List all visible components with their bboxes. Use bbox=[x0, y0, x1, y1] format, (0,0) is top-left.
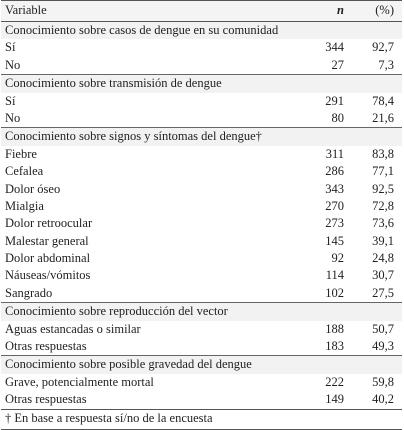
row-label: Dolor abdominal bbox=[5, 251, 91, 266]
row-label: Grave, potencialmente mortal bbox=[5, 374, 154, 389]
row-count: 311 bbox=[325, 146, 344, 161]
row-label: Sangrado bbox=[5, 285, 53, 300]
section-title-text: Conocimiento sobre signos y síntomas del… bbox=[5, 129, 262, 144]
section-title-text: Conocimiento sobre transmisión de dengue bbox=[5, 76, 222, 91]
row-percent: 92,7 bbox=[372, 40, 394, 55]
row-label: Otras respuestas bbox=[5, 339, 87, 354]
row-label: Fiebre bbox=[5, 146, 37, 161]
table-header: Variable n (%) bbox=[1, 0, 402, 22]
row-count: 27 bbox=[331, 57, 345, 72]
row-percent: 24,8 bbox=[372, 251, 394, 266]
table-row: Cefalea 286 77,1 bbox=[1, 163, 402, 180]
row-percent: 92,5 bbox=[372, 181, 394, 196]
row-label: Cefalea bbox=[5, 164, 44, 179]
table-footnote: † En base a respuesta sí/no de la encues… bbox=[1, 408, 402, 430]
row-count: 344 bbox=[325, 40, 344, 55]
header-pct: (%) bbox=[375, 3, 394, 18]
table-row: Fiebre 311 83,8 bbox=[1, 146, 402, 163]
row-count: 291 bbox=[325, 93, 344, 108]
section-title-text: Conocimiento sobre posible gravedad del … bbox=[5, 357, 252, 372]
row-label: Dolor retroocular bbox=[5, 216, 93, 231]
row-percent: 77,1 bbox=[372, 164, 394, 179]
row-count: 80 bbox=[331, 110, 345, 125]
row-percent: 73,6 bbox=[372, 216, 394, 231]
row-count: 222 bbox=[325, 374, 344, 389]
table-row: Aguas estancadas o similar 188 50,7 bbox=[1, 321, 402, 338]
row-percent: 78,4 bbox=[372, 93, 394, 108]
row-count: 188 bbox=[325, 321, 344, 336]
row-label: No bbox=[5, 57, 21, 72]
row-count: 102 bbox=[325, 285, 344, 300]
table-row: Otras respuestas 183 49,3 bbox=[1, 338, 402, 355]
table-row: No 27 7,3 bbox=[1, 57, 402, 74]
row-count: 145 bbox=[325, 233, 344, 248]
row-percent: 27,5 bbox=[372, 285, 394, 300]
row-label: Otras respuestas bbox=[5, 392, 87, 407]
row-label: Mialgia bbox=[5, 198, 44, 213]
table-body: Conocimiento sobre casos de dengue en su… bbox=[1, 22, 402, 409]
row-count: 343 bbox=[325, 181, 344, 196]
row-count: 149 bbox=[325, 392, 344, 407]
row-percent: 83,8 bbox=[372, 146, 394, 161]
section-title: Conocimiento sobre transmisión de dengue bbox=[1, 74, 402, 93]
row-label: Dolor óseo bbox=[5, 181, 61, 196]
row-percent: 49,3 bbox=[372, 339, 394, 354]
table-row: Sangrado 102 27,5 bbox=[1, 285, 402, 302]
row-percent: 59,8 bbox=[372, 374, 394, 389]
table-row: Sí 344 92,7 bbox=[1, 39, 402, 56]
row-percent: 40,2 bbox=[372, 392, 394, 407]
row-label: No bbox=[5, 110, 21, 125]
row-count: 270 bbox=[325, 198, 344, 213]
row-label: Náuseas/vómitos bbox=[5, 268, 91, 283]
section-title: Conocimiento sobre reproducción del vect… bbox=[1, 302, 402, 321]
table-row: Grave, potencialmente mortal 222 59,8 bbox=[1, 374, 402, 391]
row-percent: 21,6 bbox=[372, 110, 394, 125]
row-count: 273 bbox=[325, 216, 344, 231]
row-label: Aguas estancadas o similar bbox=[5, 321, 141, 336]
section-title-text: Conocimiento sobre casos de dengue en su… bbox=[5, 23, 279, 37]
header-n: n bbox=[337, 3, 344, 18]
row-count: 114 bbox=[325, 268, 344, 283]
row-count: 92 bbox=[331, 251, 345, 266]
table-row: Sí 291 78,4 bbox=[1, 93, 402, 110]
table-row: Dolor abdominal 92 24,8 bbox=[1, 250, 402, 267]
row-count: 183 bbox=[325, 339, 344, 354]
table-row: Dolor retroocular 273 73,6 bbox=[1, 215, 402, 232]
table-row: Otras respuestas 149 40,2 bbox=[1, 391, 402, 408]
section-title-text: Conocimiento sobre reproducción del vect… bbox=[5, 304, 228, 319]
row-percent: 30,7 bbox=[372, 268, 394, 283]
row-label: Sí bbox=[5, 40, 16, 55]
row-percent: 39,1 bbox=[372, 233, 394, 248]
row-label: Malestar general bbox=[5, 233, 89, 248]
table-row: No 80 21,6 bbox=[1, 110, 402, 127]
table-row: Malestar general 145 39,1 bbox=[1, 233, 402, 250]
row-label: Sí bbox=[5, 93, 16, 108]
table-row: Mialgia 270 72,8 bbox=[1, 198, 402, 215]
row-percent: 7,3 bbox=[378, 57, 394, 72]
row-count: 286 bbox=[325, 164, 344, 179]
table-row: Náuseas/vómitos 114 30,7 bbox=[1, 267, 402, 284]
row-percent: 50,7 bbox=[372, 321, 394, 336]
table-row: Dolor óseo 343 92,5 bbox=[1, 181, 402, 198]
header-variable: Variable bbox=[5, 3, 47, 18]
section-title: Conocimiento sobre signos y síntomas del… bbox=[1, 127, 402, 146]
row-percent: 72,8 bbox=[372, 198, 394, 213]
section-title: Conocimiento sobre posible gravedad del … bbox=[1, 355, 402, 374]
section-title: Conocimiento sobre casos de dengue en su… bbox=[1, 22, 402, 40]
